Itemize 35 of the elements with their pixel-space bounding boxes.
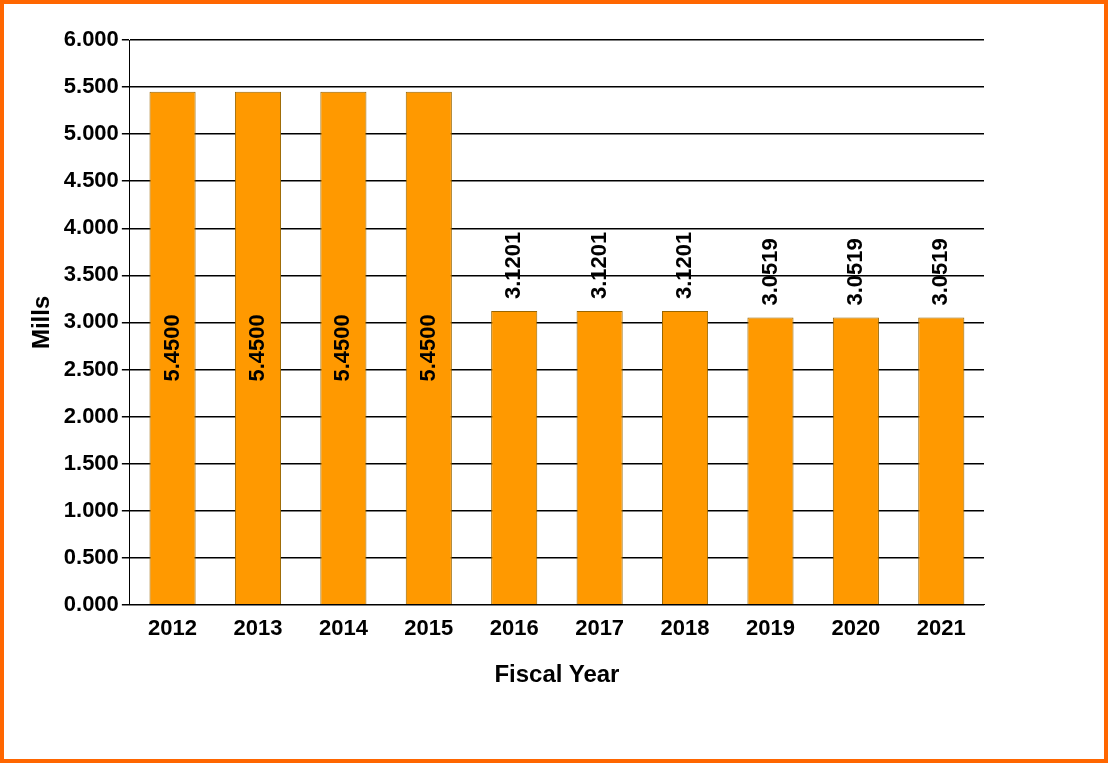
x-tick-label: 2019 [745,615,795,641]
data-label: 5.4500 [329,314,355,382]
x-tick-label: 2013 [233,615,283,641]
y-tick-label: 2.000 [63,402,119,428]
data-label: 5.4500 [244,314,270,382]
x-tick-label: 2020 [831,615,881,641]
data-label: 5.4500 [158,314,184,382]
y-tick-label: 3.000 [63,308,119,334]
y-tick-label: 1.500 [63,449,119,475]
data-label: 3.0519 [927,238,953,306]
y-tick-label: 5.000 [63,120,119,146]
y-tick-label: 2.500 [63,355,119,381]
data-label: 3.1201 [500,231,526,300]
x-tick-label: 2015 [404,615,454,641]
x-tick-label: 2021 [916,615,966,641]
y-tick-label: 0.500 [63,543,119,569]
data-label: 5.4500 [414,314,440,382]
x-tick-label: 2012 [148,615,198,641]
data-label: 3.0519 [841,238,867,306]
x-tick-label: 2014 [318,615,369,641]
x-axis-title: Fiscal Year [494,660,620,688]
data-label: 3.1201 [671,231,697,300]
y-tick-label: 4.500 [63,167,119,193]
y-tick-label: 3.500 [63,261,119,287]
y-tick-label: 0.000 [63,590,119,616]
x-tick-label: 2018 [660,615,710,641]
y-tick-label: 1.000 [63,496,119,522]
y-tick-label: 6.000 [63,26,119,52]
x-tick-label: 2016 [489,615,539,641]
data-label: 3.0519 [756,238,782,306]
data-label: 3.1201 [585,231,611,300]
y-axis-title: Mills [27,295,55,350]
y-tick-label: 5.500 [63,73,119,99]
y-tick-label: 4.000 [63,214,119,240]
x-tick-label: 2017 [575,615,625,641]
